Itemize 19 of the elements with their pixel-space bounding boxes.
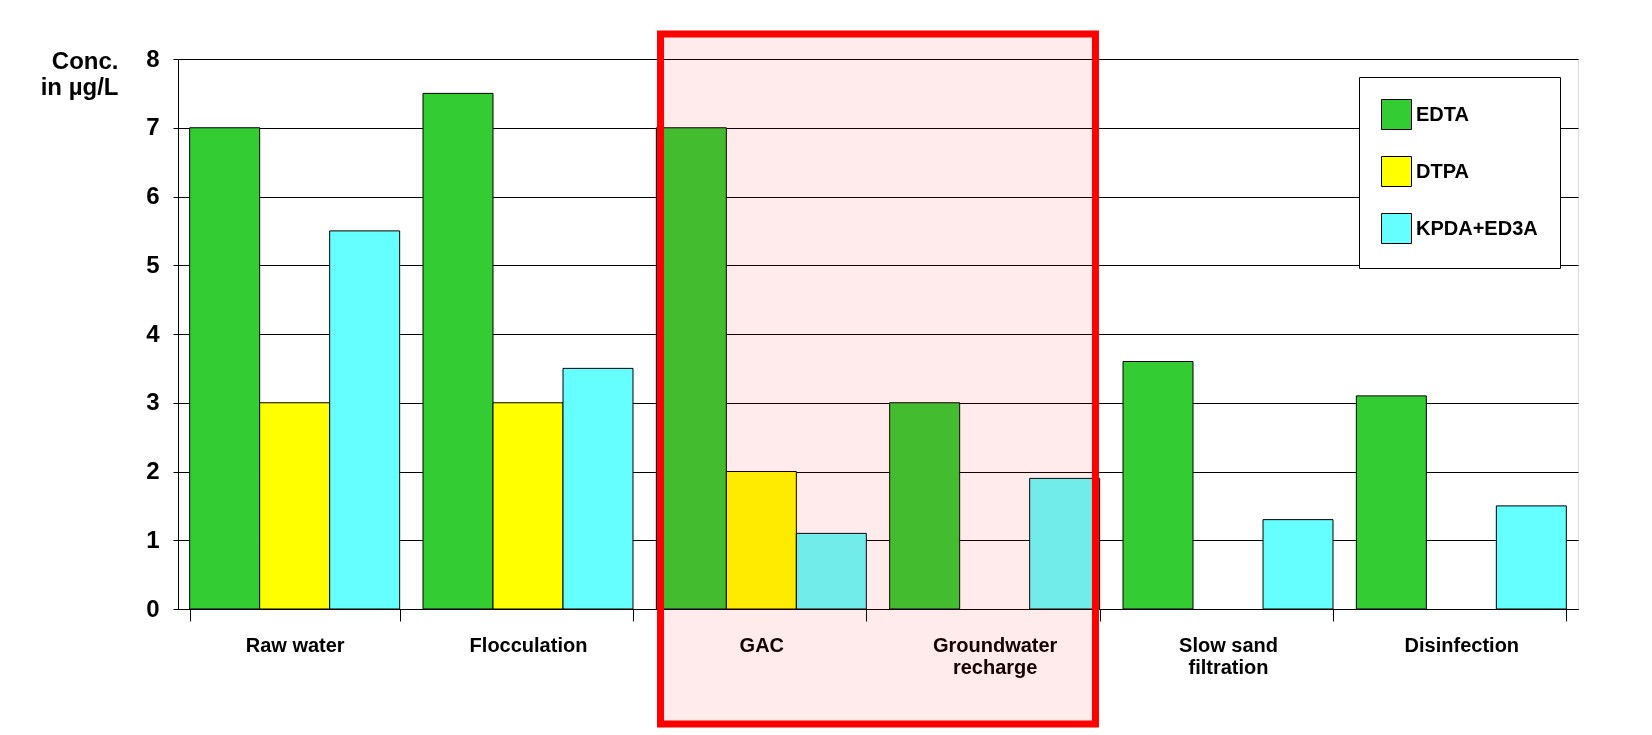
x-tick-label: Slow sand filtration <box>1179 633 1278 678</box>
y-tick-label: 5 <box>146 250 160 278</box>
y-axis-title: Conc. in µg/L <box>40 46 119 100</box>
y-tick-label: 1 <box>146 525 160 553</box>
y-tick-label: 0 <box>146 594 160 622</box>
y-tick-label: 2 <box>146 457 160 484</box>
x-tick-label: Groundwater recharge <box>932 633 1058 678</box>
y-tick-label: 4 <box>146 319 161 347</box>
x-tick-label: GAC <box>739 633 785 656</box>
y-tick-label: 6 <box>146 182 160 209</box>
x-tick-label: Disinfection <box>1404 633 1520 656</box>
y-tick-label: 3 <box>146 388 160 416</box>
y-tick-label: 7 <box>146 113 160 141</box>
legend-label: KPDA+ED3A <box>1416 216 1538 239</box>
legend-label: DTPA <box>1416 159 1469 182</box>
x-tick-label: Raw water <box>245 633 345 656</box>
x-tick-label: Flocculation <box>469 633 588 656</box>
legend-label: EDTA <box>1416 102 1469 125</box>
y-tick-label: 8 <box>146 44 160 72</box>
